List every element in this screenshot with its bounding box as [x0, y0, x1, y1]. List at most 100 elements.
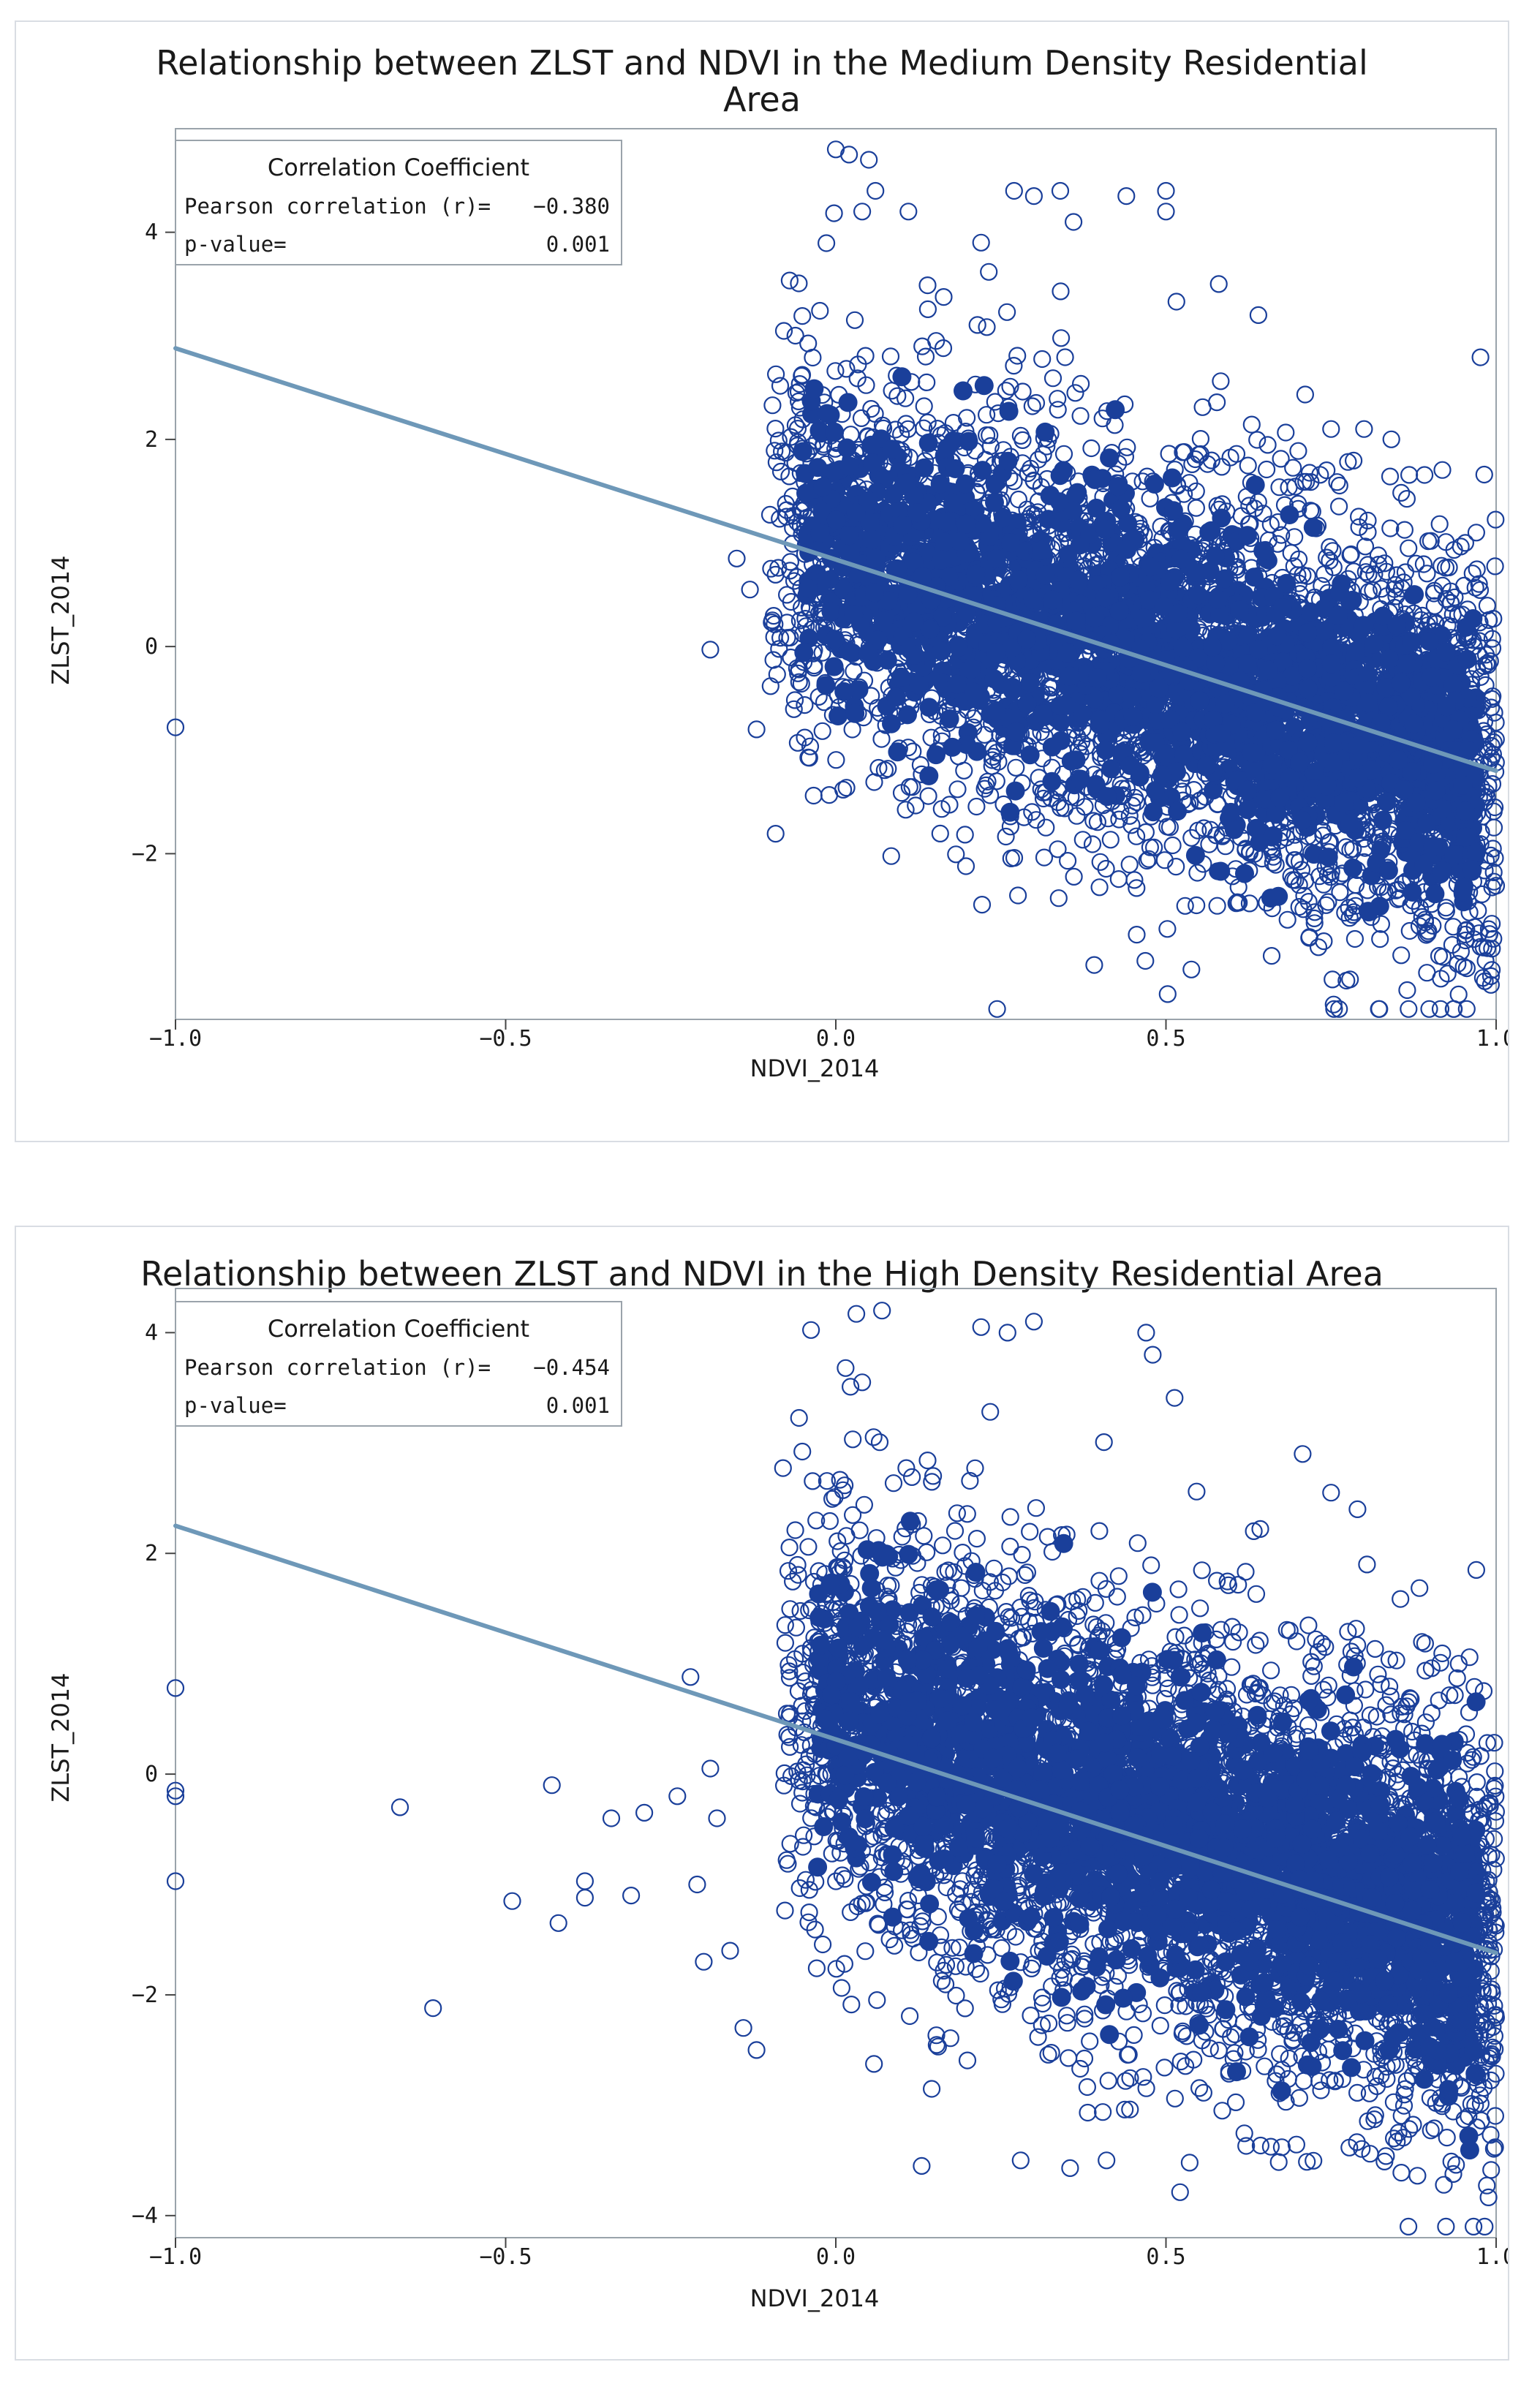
data-point — [1086, 774, 1106, 794]
data-point — [1201, 521, 1221, 540]
data-point — [877, 650, 897, 670]
data-point — [790, 274, 808, 293]
outlier-point — [747, 720, 766, 739]
data-point — [1058, 851, 1077, 870]
data-point — [1167, 293, 1185, 311]
chart-title-line-2: Area — [723, 80, 801, 119]
data-point — [1167, 762, 1186, 782]
data-point — [1341, 841, 1359, 859]
data-point — [1414, 854, 1433, 874]
data-point — [1394, 573, 1413, 592]
data-point — [1128, 879, 1146, 897]
data-point — [1400, 921, 1419, 940]
data-point — [1130, 763, 1150, 782]
data-point — [1001, 533, 1021, 553]
outlier-point — [166, 718, 185, 736]
data-point — [897, 473, 917, 493]
data-point — [1324, 542, 1342, 560]
data-point — [1253, 541, 1273, 561]
data-point — [1468, 560, 1486, 578]
data-point — [926, 745, 945, 765]
data-point — [1420, 1000, 1438, 1018]
data-point — [1019, 464, 1037, 483]
data-point — [1395, 521, 1414, 539]
data-point — [898, 705, 917, 725]
data-point — [768, 665, 786, 684]
data-point — [1211, 861, 1231, 881]
outlier-point — [701, 641, 720, 659]
data-point — [1319, 893, 1337, 911]
data-point — [1470, 575, 1488, 593]
data-point — [1218, 631, 1238, 651]
data-point — [1110, 810, 1128, 829]
data-point — [804, 348, 822, 367]
data-point — [1240, 894, 1259, 913]
data-point — [1471, 348, 1490, 366]
data-point — [957, 409, 976, 427]
data-point — [1237, 526, 1257, 546]
data-point — [1188, 864, 1207, 882]
data-point — [1122, 816, 1141, 834]
data-point — [862, 399, 880, 418]
data-point — [766, 615, 784, 633]
data-point — [1163, 836, 1182, 855]
data-point — [1163, 501, 1183, 521]
data-point — [1354, 616, 1373, 635]
data-point — [900, 777, 918, 796]
data-point — [777, 586, 796, 604]
data-point — [1027, 393, 1046, 412]
data-point — [1049, 390, 1067, 408]
data-point — [1290, 897, 1308, 916]
data-point — [1272, 450, 1290, 468]
data-point — [1095, 588, 1115, 608]
data-point — [1110, 567, 1130, 586]
data-point — [1258, 436, 1277, 454]
data-point — [1168, 520, 1188, 540]
data-point — [1115, 630, 1135, 649]
data-point — [1180, 474, 1199, 492]
data-point — [1430, 515, 1449, 533]
data-point — [1228, 561, 1246, 579]
data-point — [771, 462, 790, 481]
data-point — [1160, 572, 1180, 592]
data-point — [1304, 845, 1324, 864]
data-point — [790, 673, 808, 691]
data-point — [1325, 1000, 1343, 1018]
data-point — [1152, 765, 1172, 785]
data-point — [1083, 835, 1102, 853]
data-point — [1328, 473, 1346, 491]
data-point — [1301, 602, 1321, 622]
data-point — [1187, 499, 1206, 517]
data-point — [1174, 485, 1193, 503]
data-point — [866, 548, 886, 568]
data-point — [1407, 554, 1425, 573]
data-point — [1182, 960, 1201, 978]
data-point — [1245, 475, 1265, 495]
data-point — [1402, 762, 1422, 782]
outlier-point — [1051, 181, 1070, 200]
dense-core — [793, 367, 1486, 922]
data-point — [1457, 649, 1477, 669]
data-point — [1454, 880, 1473, 899]
data-point — [888, 387, 907, 405]
data-point — [1280, 478, 1298, 497]
data-point — [1373, 810, 1392, 830]
data-point — [1365, 565, 1384, 584]
data-point — [1378, 861, 1398, 880]
data-point — [1373, 606, 1393, 626]
data-point — [1068, 807, 1086, 825]
data-point — [1123, 796, 1141, 815]
data-point — [845, 311, 864, 329]
data-point — [1466, 842, 1486, 862]
data-point — [1007, 758, 1025, 777]
data-point — [1298, 567, 1317, 585]
data-point — [1486, 557, 1504, 576]
data-point — [1221, 802, 1241, 822]
data-point — [1413, 606, 1432, 625]
data-point — [825, 422, 845, 442]
data-point — [1452, 537, 1470, 556]
data-point — [1204, 780, 1223, 800]
data-point — [1082, 439, 1101, 458]
data-point — [913, 567, 932, 586]
data-point — [1066, 384, 1084, 402]
